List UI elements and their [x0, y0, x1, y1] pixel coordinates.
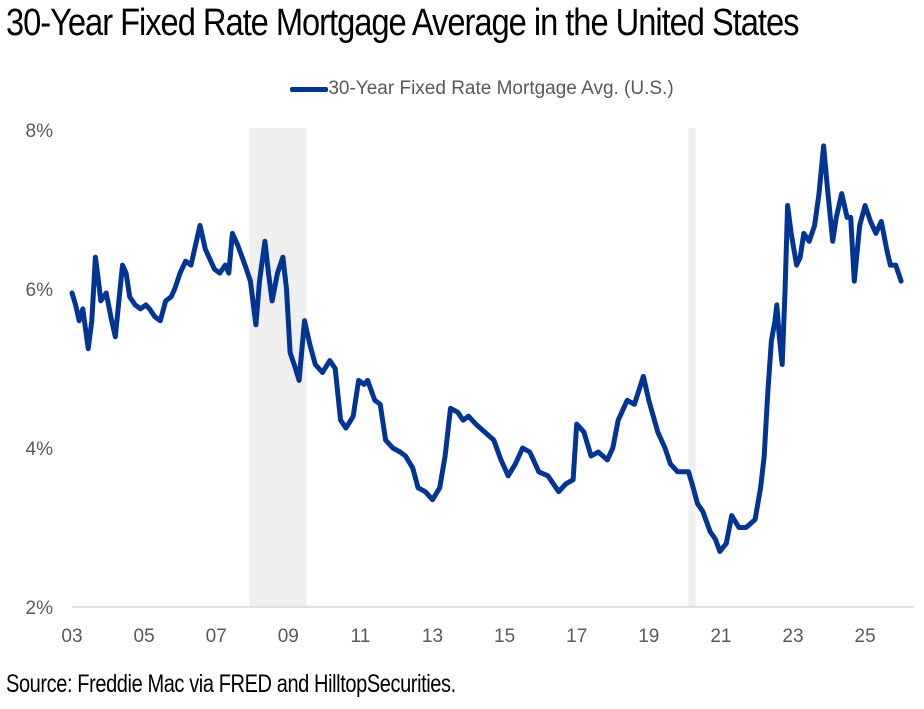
y-tick-label: 2%: [26, 598, 54, 619]
x-tick-label: 23: [782, 626, 803, 647]
y-tick-label: 8%: [26, 121, 54, 142]
x-tick-label: 17: [566, 626, 587, 647]
x-tick-label: 11: [351, 626, 371, 647]
series-line-mortgage-rate: [69, 143, 904, 554]
chart-title: 30-Year Fixed Rate Mortgage Average in t…: [6, 2, 799, 44]
x-tick-label: 21: [710, 626, 731, 647]
x-axis-ticks: 03 05 07 09 11 13 15 17 19 21 23 25: [61, 626, 875, 647]
x-tick-label: 13: [422, 626, 443, 647]
y-axis-ticks: 2% 4% 6% 8%: [26, 121, 54, 619]
x-tick-label: 03: [61, 626, 82, 647]
legend-label: 30-Year Fixed Rate Mortgage Avg. (U.S.): [328, 78, 674, 99]
x-tick-label: 05: [134, 626, 155, 647]
x-tick-label: 07: [206, 626, 227, 647]
y-tick-label: 4%: [26, 439, 54, 460]
x-tick-label: 09: [278, 626, 299, 647]
line-chart: 2% 4% 6% 8% 03 05 07 09 11 13 15 17 19 21 23 25: [26, 121, 914, 647]
recession-bands: [249, 128, 696, 607]
x-tick-label: 15: [494, 626, 515, 647]
x-tick-label: 25: [855, 626, 876, 647]
source-note: Source: Freddie Mac via FRED and Hilltop…: [6, 670, 456, 698]
recession-band: [688, 128, 696, 607]
chart-legend: 30-Year Fixed Rate Mortgage Avg. (U.S.): [0, 78, 924, 100]
y-tick-label: 6%: [26, 280, 54, 301]
legend-swatch: [290, 86, 329, 92]
x-tick-label: 19: [638, 626, 659, 647]
